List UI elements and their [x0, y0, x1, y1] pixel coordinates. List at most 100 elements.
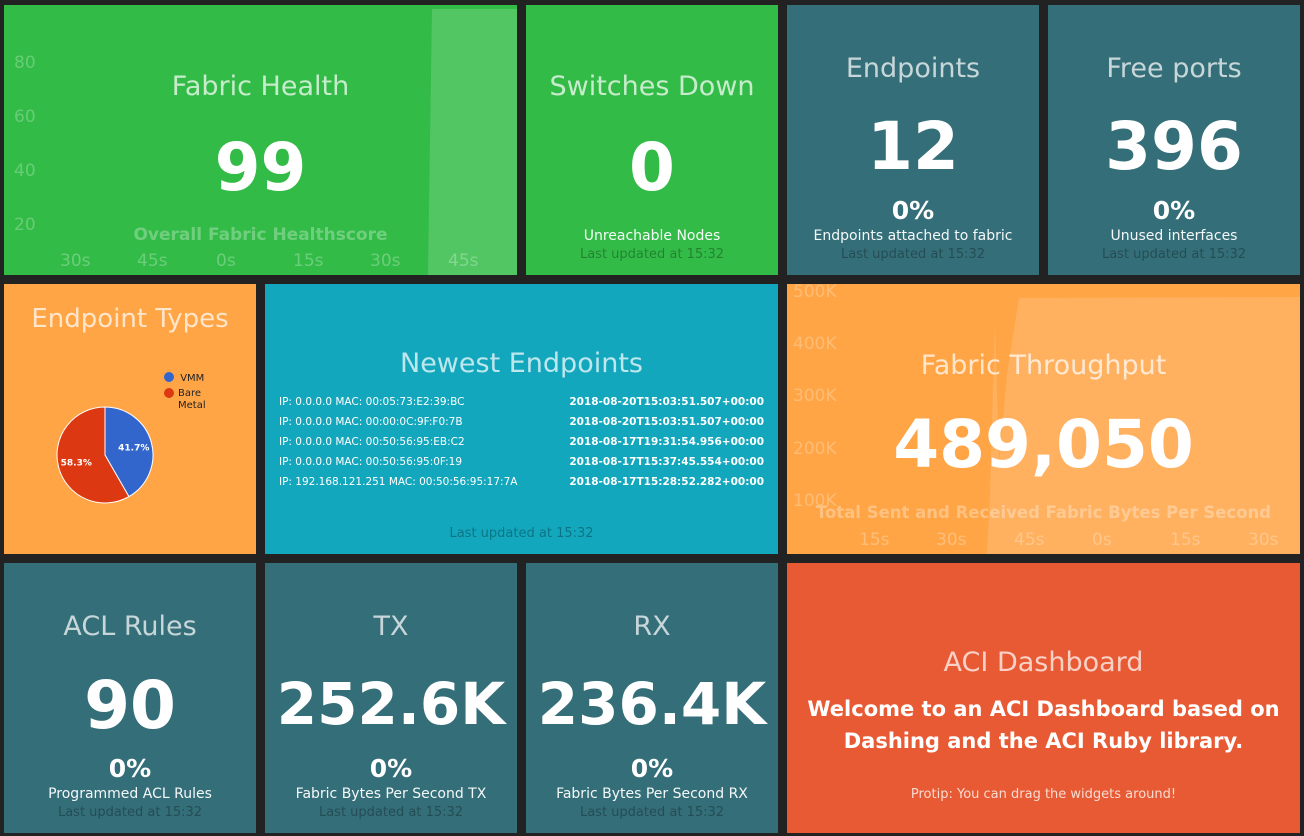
y-tick: 20 — [14, 215, 36, 235]
acl-rules-value: 90 — [84, 667, 176, 744]
updated-at: Last updated at 15:32 — [57, 805, 203, 820]
endpoint-label: IP: 0.0.0.0 MAC: 00:00:0C:9F:F0:7B — [279, 416, 463, 428]
change-rate: 0% — [108, 754, 152, 783]
x-tick: 45s — [448, 251, 479, 271]
widget-text-line: Welcome to an ACI Dashboard based on — [807, 697, 1280, 721]
x-tick: 0s — [1092, 530, 1112, 550]
x-tick: 30s — [936, 530, 967, 550]
widget-more-info: Endpoints attached to fabric — [813, 228, 1013, 244]
change-rate: 0% — [891, 196, 935, 225]
x-tick: 30s — [1248, 530, 1279, 550]
list-item: IP: 0.0.0.0 MAC: 00:50:56:95:0F:19 2018-… — [279, 456, 764, 476]
endpoint-timestamp: 2018-08-20T15:03:51.507+00:00 — [569, 396, 764, 408]
fabric-health-graph-area — [428, 9, 517, 275]
endpoints-value: 12 — [867, 108, 959, 185]
widget-more-info: Protip: You can drag the widgets around! — [910, 787, 1177, 802]
endpoint-label: IP: 192.168.121.251 MAC: 00:50:56:95:17:… — [279, 476, 518, 488]
widget-rx[interactable]: RX 236.4K 0% Fabric Bytes Per Second RX … — [526, 563, 778, 833]
x-tick: 15s — [293, 251, 324, 271]
widget-endpoint-types[interactable]: Endpoint Types VMM Bare Metal 41.7% 58.3% — [4, 284, 256, 554]
pie-slice — [56, 406, 130, 504]
widget-title: RX — [633, 611, 671, 642]
x-tick: 45s — [1014, 530, 1045, 550]
pie-slice-label: 41.7% — [118, 443, 149, 453]
y-tick: 100K — [793, 491, 837, 511]
updated-at: Last updated at 15:32 — [1101, 247, 1247, 262]
list-item: IP: 0.0.0.0 MAC: 00:50:56:95:EB:C2 2018-… — [279, 436, 764, 456]
switches-down-value: 0 — [629, 129, 675, 206]
fabric-throughput-value: 489,050 — [893, 406, 1194, 483]
pie-slice-label: 58.3% — [61, 459, 92, 469]
y-tick: 500K — [793, 284, 837, 302]
endpoint-label: IP: 0.0.0.0 MAC: 00:50:56:95:EB:C2 — [279, 436, 465, 448]
widget-title: ACL Rules — [63, 611, 197, 642]
y-tick: 60 — [14, 107, 36, 127]
widget-title: TX — [373, 611, 409, 642]
endpoint-label: IP: 0.0.0.0 MAC: 00:05:73:E2:39:BC — [279, 396, 465, 408]
x-tick: 15s — [859, 530, 890, 550]
legend-label: VMM — [180, 373, 205, 384]
list-item: IP: 192.168.121.251 MAC: 00:50:56:95:17:… — [279, 476, 764, 496]
endpoint-timestamp: 2018-08-17T15:28:52.282+00:00 — [569, 476, 764, 488]
change-rate: 0% — [1152, 196, 1196, 225]
y-tick: 200K — [793, 439, 837, 459]
legend-dot — [164, 372, 174, 382]
tx-value: 252.6K — [276, 670, 506, 738]
free-ports-value: 396 — [1105, 108, 1243, 185]
x-tick: 30s — [60, 251, 91, 271]
widget-more-info: Programmed ACL Rules — [48, 786, 212, 802]
widget-tx[interactable]: TX 252.6K 0% Fabric Bytes Per Second TX … — [265, 563, 517, 833]
change-rate: 0% — [630, 754, 674, 783]
legend-item-vmm: VMM — [164, 372, 204, 384]
widget-aci-dashboard[interactable]: ACI Dashboard Welcome to an ACI Dashboar… — [787, 563, 1300, 833]
y-tick: 80 — [14, 53, 36, 73]
endpoint-timestamp: 2018-08-17T19:31:54.956+00:00 — [569, 436, 764, 448]
updated-at: Last updated at 15:32 — [318, 805, 464, 820]
x-tick: 30s — [370, 251, 401, 271]
widget-fabric-health[interactable]: 80 60 40 20 30s 45s 0s 15s 30s 45s Fabri… — [4, 5, 517, 275]
y-tick: 40 — [14, 161, 36, 181]
list-item: IP: 0.0.0.0 MAC: 00:00:0C:9F:F0:7B 2018-… — [279, 416, 764, 436]
widget-more-info: Total Sent and Received Fabric Bytes Per… — [815, 503, 1272, 522]
endpoint-timestamp: 2018-08-17T15:37:45.554+00:00 — [569, 456, 764, 468]
fabric-throughput-graph-area — [987, 297, 1300, 554]
widget-title: ACI Dashboard — [943, 647, 1144, 678]
widget-switches-down[interactable]: Switches Down 0 Unreachable Nodes Last u… — [526, 5, 778, 275]
widget-text-line: Dashing and the ACI Ruby library. — [843, 729, 1244, 753]
widget-free-ports[interactable]: Free ports 396 0% Unused interfaces Last… — [1048, 5, 1300, 275]
widget-acl-rules[interactable]: ACL Rules 90 0% Programmed ACL Rules Las… — [4, 563, 256, 833]
fabric-throughput-graph — [987, 297, 1300, 554]
legend-dot — [164, 388, 174, 398]
change-rate: 0% — [369, 754, 413, 783]
widget-endpoints[interactable]: Endpoints 12 0% Endpoints attached to fa… — [787, 5, 1039, 275]
widget-title: Free ports — [1106, 53, 1242, 84]
widget-title: Fabric Throughput — [920, 350, 1167, 381]
endpoint-label: IP: 0.0.0.0 MAC: 00:50:56:95:0F:19 — [279, 456, 463, 468]
legend-item-bare-metal: Bare Metal — [164, 388, 220, 412]
widget-text: Welcome to an ACI Dashboard based on Das… — [787, 693, 1300, 757]
x-tick: 45s — [137, 251, 168, 271]
widget-more-info: Fabric Bytes Per Second RX — [556, 786, 748, 802]
y-tick: 300K — [793, 386, 837, 406]
y-tick: 400K — [793, 334, 837, 354]
widget-more-info: Overall Fabric Healthscore — [133, 225, 388, 245]
widget-fabric-throughput[interactable]: 500K 400K 300K 200K 100K 15s 30s 45s 0s … — [787, 284, 1300, 554]
fabric-health-value: 99 — [214, 129, 307, 206]
pie-slice — [104, 406, 154, 498]
legend-label: Bare Metal — [178, 388, 206, 411]
widget-more-info: Unreachable Nodes — [583, 228, 721, 244]
updated-at: Last updated at 15:32 — [449, 526, 594, 541]
x-tick: 15s — [1170, 530, 1201, 550]
endpoint-types-pie: 41.7% 58.3% — [56, 406, 154, 504]
widget-title: Fabric Health — [171, 71, 350, 102]
updated-at: Last updated at 15:32 — [579, 805, 725, 820]
fabric-health-graph — [428, 9, 517, 275]
widget-more-info: Fabric Bytes Per Second TX — [295, 786, 487, 802]
widget-title: Newest Endpoints — [400, 348, 643, 379]
widget-title: Endpoint Types — [31, 304, 229, 334]
widget-newest-endpoints[interactable]: Newest Endpoints IP: 0.0.0.0 MAC: 00:05:… — [265, 284, 778, 554]
updated-at: Last updated at 15:32 — [579, 247, 725, 262]
x-tick: 0s — [216, 251, 236, 271]
widget-title: Switches Down — [549, 71, 755, 102]
widget-more-info: Unused interfaces — [1110, 228, 1238, 244]
